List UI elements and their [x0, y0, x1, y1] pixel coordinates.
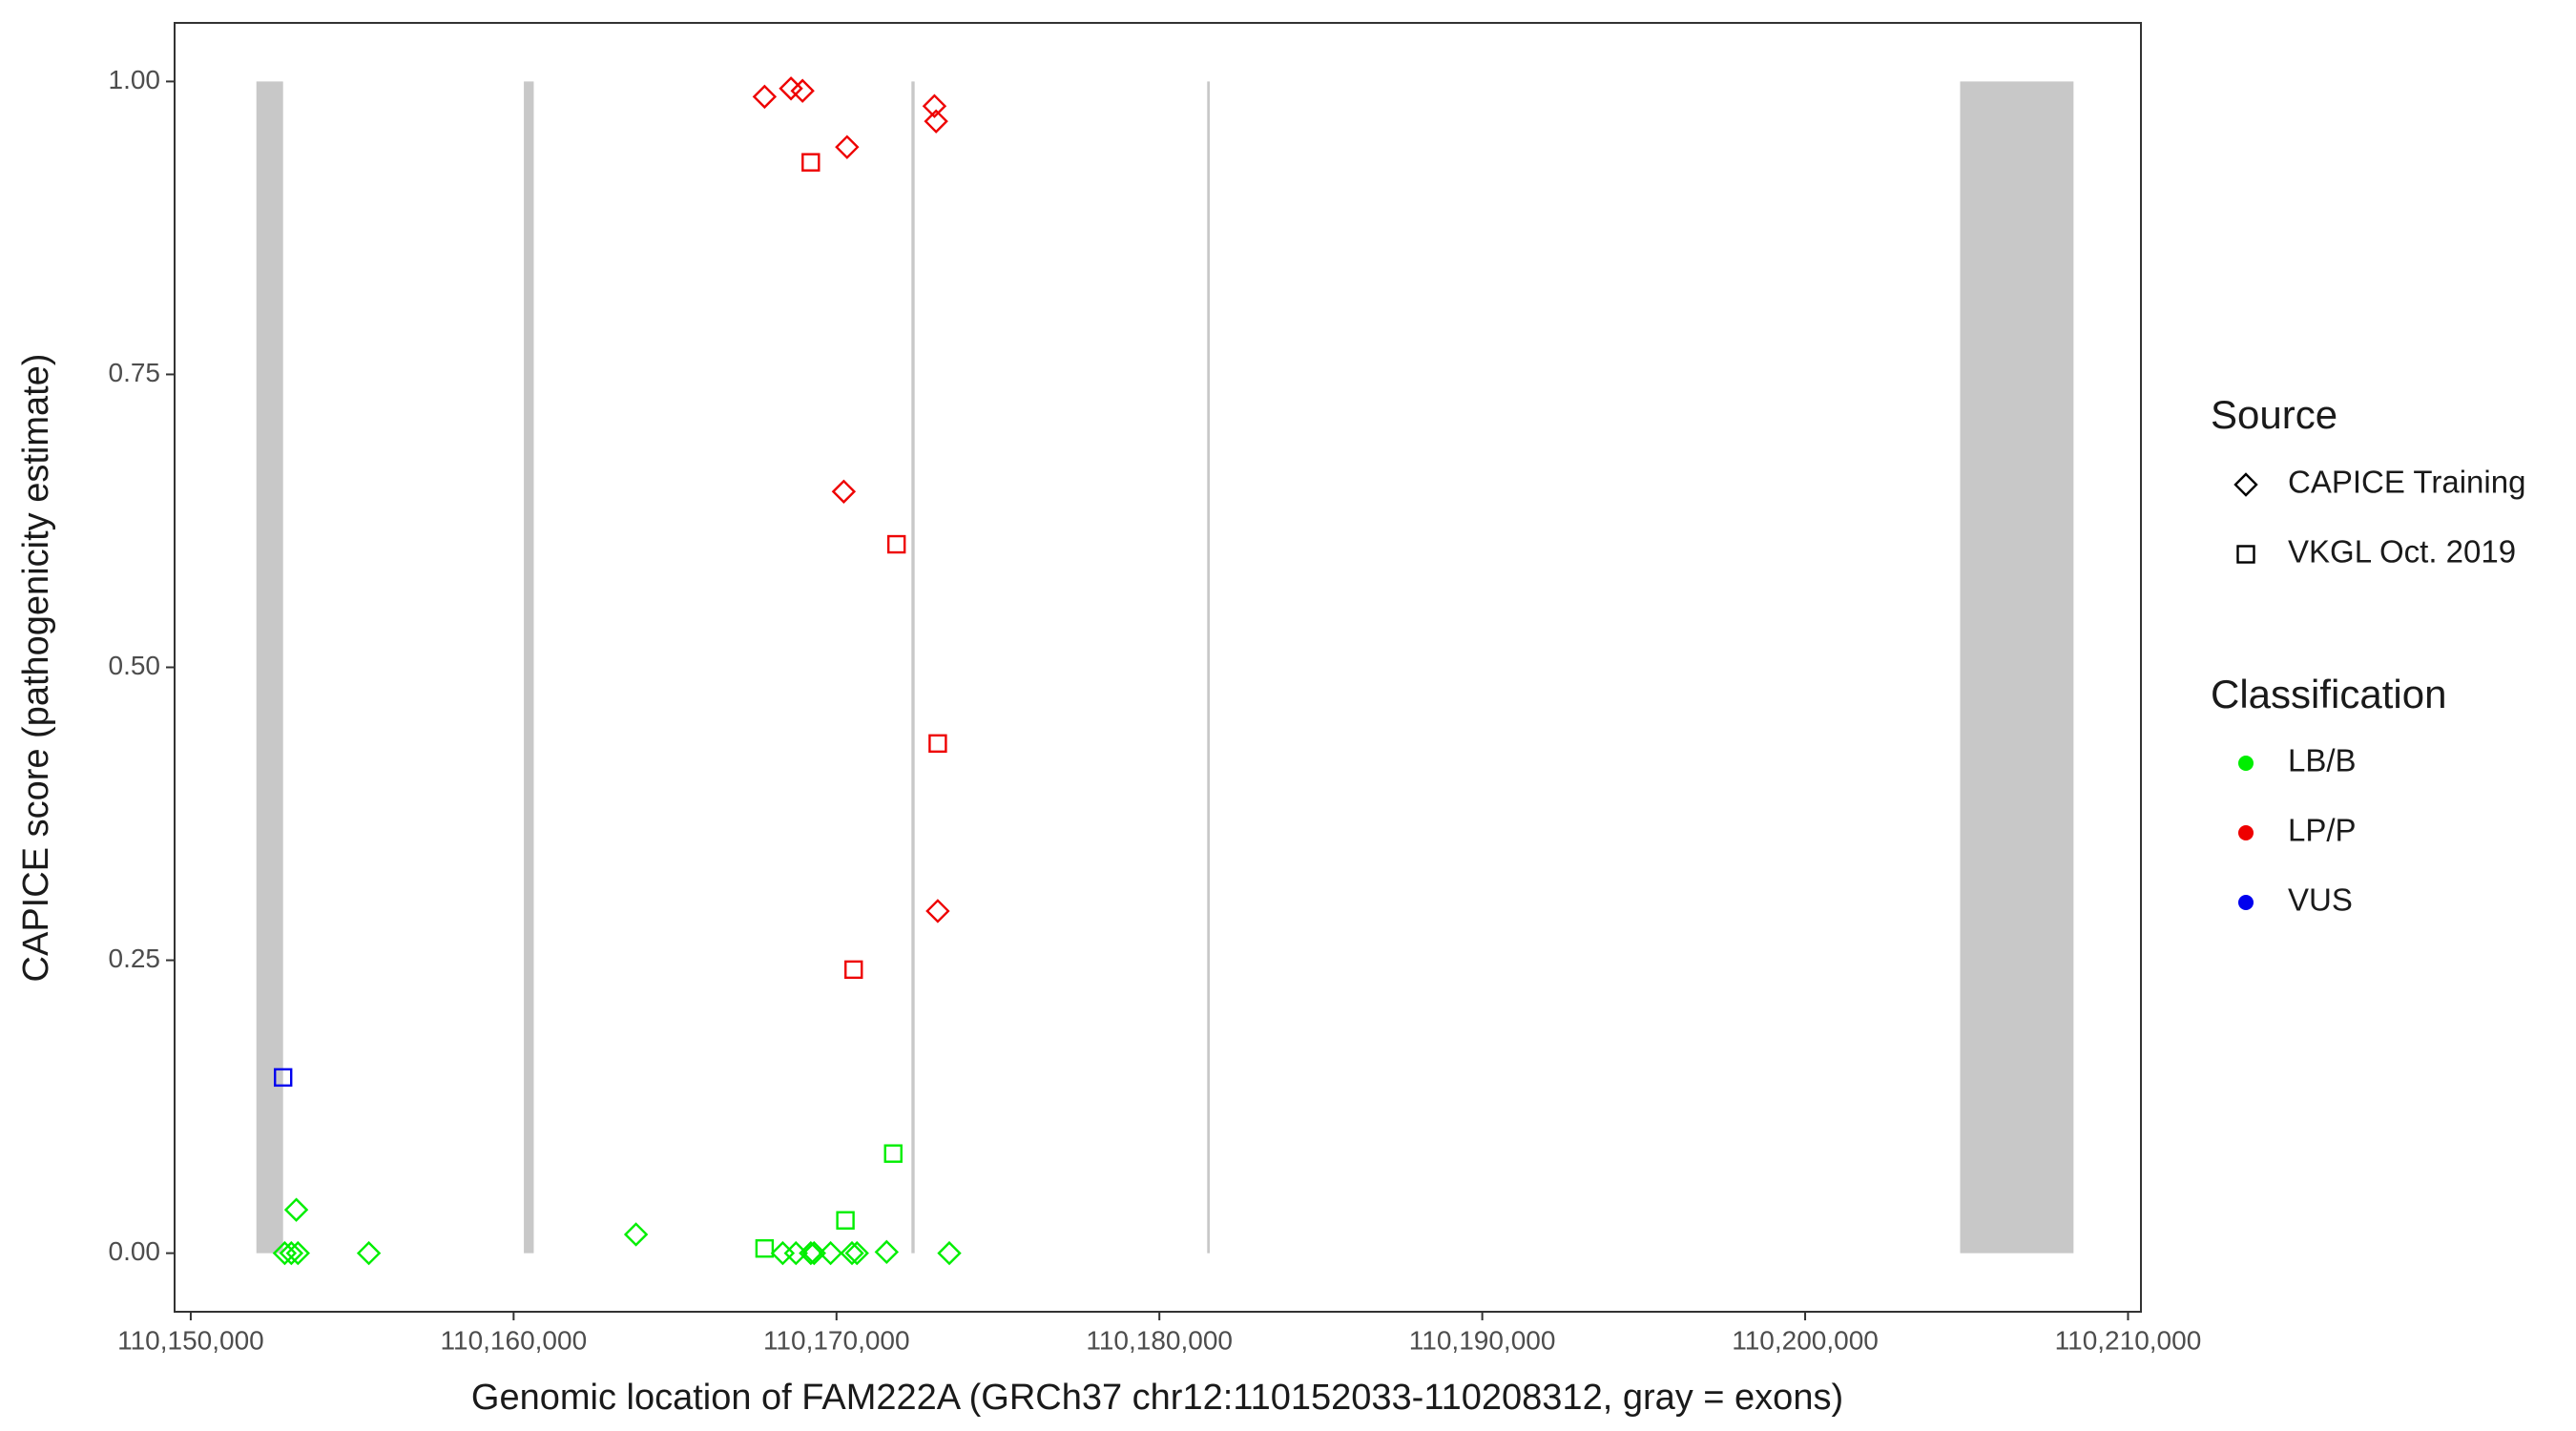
x-tick-label: 110,210,000	[2055, 1325, 2202, 1355]
legend-key	[2238, 895, 2254, 910]
point	[818, 1240, 843, 1266]
point	[752, 84, 778, 110]
point	[835, 135, 860, 159]
x-tick-label: 110,150,000	[117, 1325, 264, 1355]
legend-label: VKGL Oct. 2019	[2288, 534, 2516, 570]
y-tick-label: 0.50	[109, 651, 161, 680]
point	[790, 78, 815, 103]
exon	[1207, 81, 1210, 1254]
point	[886, 534, 906, 554]
y-axis-title: CAPICE score (pathogenicity estimate)	[16, 354, 56, 983]
legend-label: LP/P	[2288, 813, 2357, 848]
point	[831, 479, 857, 504]
point	[356, 1240, 382, 1266]
point	[928, 734, 947, 754]
legend-title: Classification	[2211, 672, 2446, 716]
panel-border	[174, 22, 2142, 1313]
point	[937, 1240, 962, 1266]
exon	[256, 81, 283, 1254]
point	[924, 109, 948, 134]
legend-title: Source	[2211, 392, 2337, 437]
legend-label: VUS	[2288, 882, 2353, 918]
point	[279, 1240, 304, 1266]
point	[836, 1211, 855, 1230]
point	[844, 1240, 869, 1266]
exon	[911, 81, 915, 1254]
point	[274, 1068, 293, 1088]
x-tick-label: 110,190,000	[1409, 1325, 1556, 1355]
legend-label: CAPICE Training	[2288, 465, 2525, 500]
point	[801, 153, 821, 172]
x-tick-label: 110,170,000	[763, 1325, 910, 1355]
point	[844, 960, 863, 980]
point	[801, 1240, 826, 1266]
x-tick-label: 110,160,000	[441, 1325, 588, 1355]
x-tick-label: 110,180,000	[1086, 1325, 1233, 1355]
point	[883, 1144, 903, 1163]
point	[755, 1238, 775, 1258]
point	[623, 1222, 649, 1247]
point	[922, 93, 947, 118]
exon	[524, 81, 534, 1254]
legend-key	[2238, 825, 2254, 840]
point	[285, 1240, 310, 1266]
point	[283, 1197, 309, 1222]
legend-key	[2233, 472, 2258, 497]
x-tick-label: 110,200,000	[1732, 1325, 1879, 1355]
point	[799, 1240, 823, 1266]
y-tick-label: 1.00	[109, 65, 161, 94]
point	[840, 1240, 864, 1266]
point	[925, 899, 950, 923]
legend-label: LB/B	[2288, 743, 2357, 778]
y-tick-label: 0.75	[109, 358, 161, 387]
exon	[1960, 81, 2074, 1254]
y-tick-label: 0.00	[109, 1236, 161, 1266]
point	[874, 1239, 900, 1265]
y-tick-label: 0.25	[109, 944, 161, 973]
legend-key	[2238, 756, 2254, 771]
legend-key	[2236, 545, 2255, 564]
x-axis-title: Genomic location of FAM222A (GRCh37 chr1…	[471, 1378, 1843, 1418]
